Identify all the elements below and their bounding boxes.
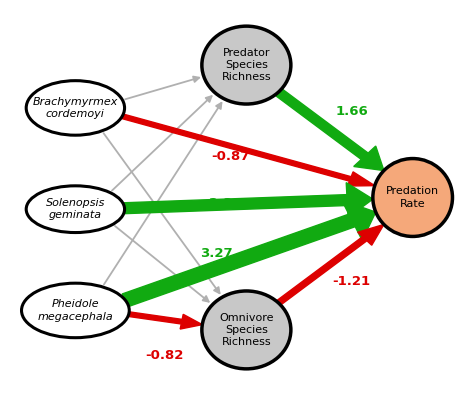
Ellipse shape: [373, 158, 453, 237]
FancyArrow shape: [122, 200, 376, 307]
Text: -1.21: -1.21: [333, 275, 371, 288]
Text: Predator
Species
Richness: Predator Species Richness: [221, 48, 271, 83]
FancyArrow shape: [121, 114, 375, 186]
Text: -0.87: -0.87: [211, 150, 249, 163]
Text: 1.66: 1.66: [336, 105, 368, 118]
Text: Pheidole
megacephala: Pheidole megacephala: [37, 299, 113, 322]
FancyArrow shape: [275, 89, 384, 171]
Ellipse shape: [202, 26, 291, 104]
Text: 2.30: 2.30: [209, 197, 242, 210]
Text: Solenopsis
geminata: Solenopsis geminata: [46, 198, 105, 220]
Ellipse shape: [26, 186, 125, 233]
Ellipse shape: [26, 81, 125, 135]
FancyArrow shape: [124, 182, 373, 218]
Ellipse shape: [21, 283, 129, 338]
Text: Brachymyrmex
cordemoyi: Brachymyrmex cordemoyi: [33, 97, 118, 119]
Text: -0.82: -0.82: [145, 349, 183, 362]
Text: Omnivore
Species
Richness: Omnivore Species Richness: [219, 312, 273, 347]
FancyArrow shape: [276, 224, 384, 305]
Text: Predation
Rate: Predation Rate: [386, 186, 439, 209]
FancyArrow shape: [128, 312, 202, 329]
Ellipse shape: [202, 291, 291, 369]
Text: 3.27: 3.27: [200, 248, 232, 260]
